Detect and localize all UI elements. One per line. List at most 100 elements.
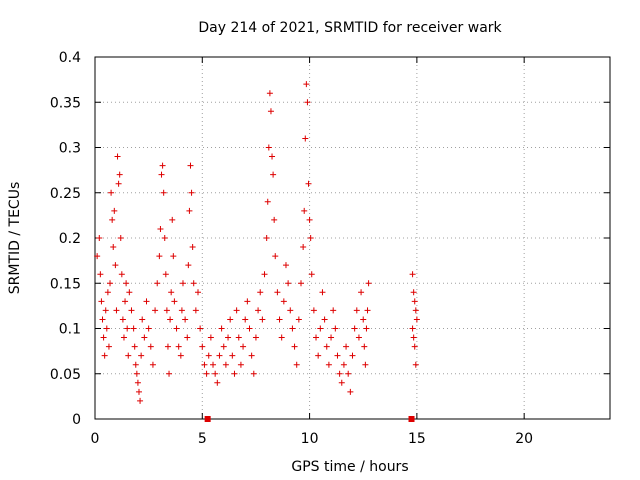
data-point [94,253,101,260]
data-point [276,316,283,323]
data-point [113,307,120,314]
data-point [293,361,300,368]
data-point [168,289,175,296]
data-point [305,180,312,187]
data-point [128,307,135,314]
data-point [107,280,114,287]
data-point [325,361,332,368]
data-point [177,352,184,359]
data-point [203,370,210,377]
data-point [319,289,326,296]
data-point [229,352,236,359]
data-point [120,334,127,341]
axis-ticks: 0 0.05 0.1 0.15 0.2 0.25 0.3 0.35 0.4 0 5 10 15 20 [50,50,610,447]
data-point [231,370,238,377]
data-point [156,253,163,260]
data-point [285,280,292,287]
data-point [98,298,105,305]
data-point [343,343,350,350]
data-point [159,162,166,169]
data-point [264,198,271,205]
data-point [201,361,208,368]
data-point [99,316,106,323]
data-point [149,361,156,368]
data-point [304,99,311,106]
data-point [101,352,108,359]
data-point [338,379,345,386]
data-point [410,334,417,341]
data-point [116,171,123,178]
y-axis-label: SRMTID / TECUs [7,182,23,295]
data-point [301,207,308,214]
data-point [233,307,240,314]
data-point [118,271,125,278]
data-point [240,343,247,350]
data-point [270,171,277,178]
data-point [412,361,419,368]
data-point [306,216,313,223]
data-point [161,235,168,241]
data-point [362,361,369,368]
data-point [133,370,140,377]
data-point [164,343,171,350]
data-point [163,307,170,314]
data-point [114,153,121,160]
data-point [271,216,278,223]
data-point [189,244,196,251]
data-point [330,307,337,314]
data-point [259,316,266,323]
data-point [351,325,358,332]
data-point [195,289,201,296]
data-point [269,153,276,160]
data-point [141,334,148,341]
data-point [409,325,416,332]
data-point [124,325,131,332]
data-point [289,325,296,332]
data-point [345,370,352,377]
data-point [135,388,142,395]
data-point [363,325,370,332]
data-point [308,271,315,278]
data-point [199,343,206,350]
data-point [358,289,365,296]
data-point [295,316,302,323]
data-point [334,352,341,359]
data-point [169,216,176,223]
data-point [218,325,225,332]
data-point [242,316,249,323]
data-point [137,397,144,404]
data-point [197,325,204,332]
data-point [207,334,214,341]
data-point [364,307,371,314]
data-point [272,253,279,260]
data-point [323,343,330,350]
zero-marker [204,416,211,422]
data-point [227,316,234,323]
data-point [255,307,262,314]
chart-title: Day 214 of 2021, SRMTID for receiver war… [198,20,502,36]
data-point [252,334,259,341]
data-point [138,352,145,359]
data-point [132,361,139,368]
data-point [139,316,146,323]
data-point [360,316,367,323]
data-point [365,280,372,287]
data-point [265,144,272,151]
data-point [214,379,221,386]
data-point [237,361,244,368]
data-point [220,343,227,350]
data-point [102,307,109,314]
data-point [96,235,103,241]
x-tick-label: 0 [91,431,100,447]
data-point [205,352,212,359]
data-point [162,271,169,278]
data-point [97,271,104,278]
data-point [274,289,281,296]
y-tick-label: 0.35 [50,95,81,111]
data-point [179,280,186,287]
data-point [261,271,268,278]
data-point [298,280,304,287]
data-point [152,307,159,314]
data-point [321,316,328,323]
data-point [315,352,322,359]
